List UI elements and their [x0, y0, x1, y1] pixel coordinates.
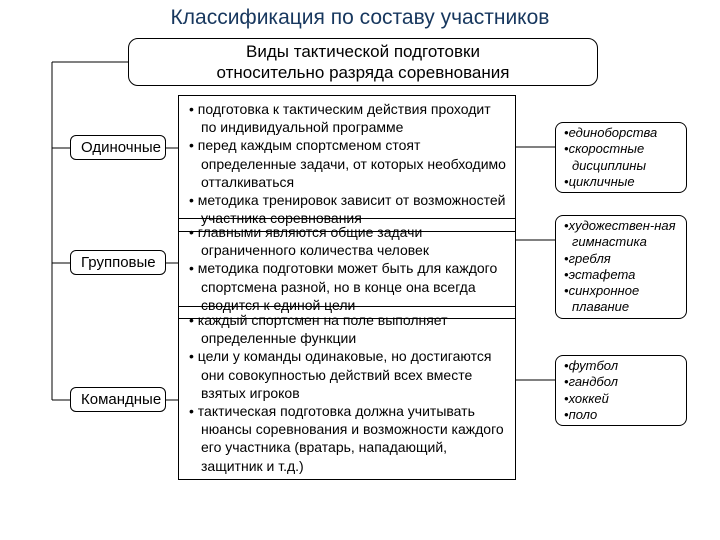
example-item: художествен-ная гимнастика — [572, 218, 680, 251]
header-box: Виды тактической подготовки относительно… — [128, 38, 598, 86]
example-item: футбол — [572, 358, 680, 374]
examples-box: футболгандболхоккейполо — [555, 355, 687, 426]
content-item: перед каждым спортсменом стоят определен… — [201, 136, 507, 191]
example-item: гребля — [572, 251, 680, 267]
example-item: скоростные дисциплины — [572, 141, 680, 174]
example-item: гандбол — [572, 374, 680, 390]
example-item: цикличные — [572, 174, 680, 190]
category-label: Командные — [70, 387, 166, 412]
content-item: главными являются общие задачи ограничен… — [201, 223, 507, 259]
example-item: единоборства — [572, 125, 680, 141]
diagram-title: Классификация по составу участников — [0, 6, 720, 30]
example-item: поло — [572, 407, 680, 423]
category-label: Групповые — [70, 250, 166, 275]
header-line1: Виды тактической подготовки — [129, 41, 597, 62]
category-label: Одиночные — [70, 135, 166, 160]
example-item: хоккей — [572, 391, 680, 407]
header-line2: относительно разряда соревнования — [129, 62, 597, 83]
example-item: синхронное плавание — [572, 283, 680, 316]
content-item: каждый спортсмен на поле выполняет опред… — [201, 311, 507, 347]
example-item: эстафета — [572, 267, 680, 283]
content-item: подготовка к тактическим действия проход… — [201, 100, 507, 136]
examples-box: единоборстваскоростные дисциплиныцикличн… — [555, 122, 687, 193]
category-content: главными являются общие задачи ограничен… — [178, 218, 516, 319]
category-content: каждый спортсмен на поле выполняет опред… — [178, 306, 516, 480]
examples-box: художествен-ная гимнастикагребляэстафета… — [555, 215, 687, 319]
content-item: цели у команды одинаковые, но достигаютс… — [201, 347, 507, 402]
category-content: подготовка к тактическим действия проход… — [178, 95, 516, 232]
content-item: тактическая подготовка должна учитывать … — [201, 402, 507, 475]
